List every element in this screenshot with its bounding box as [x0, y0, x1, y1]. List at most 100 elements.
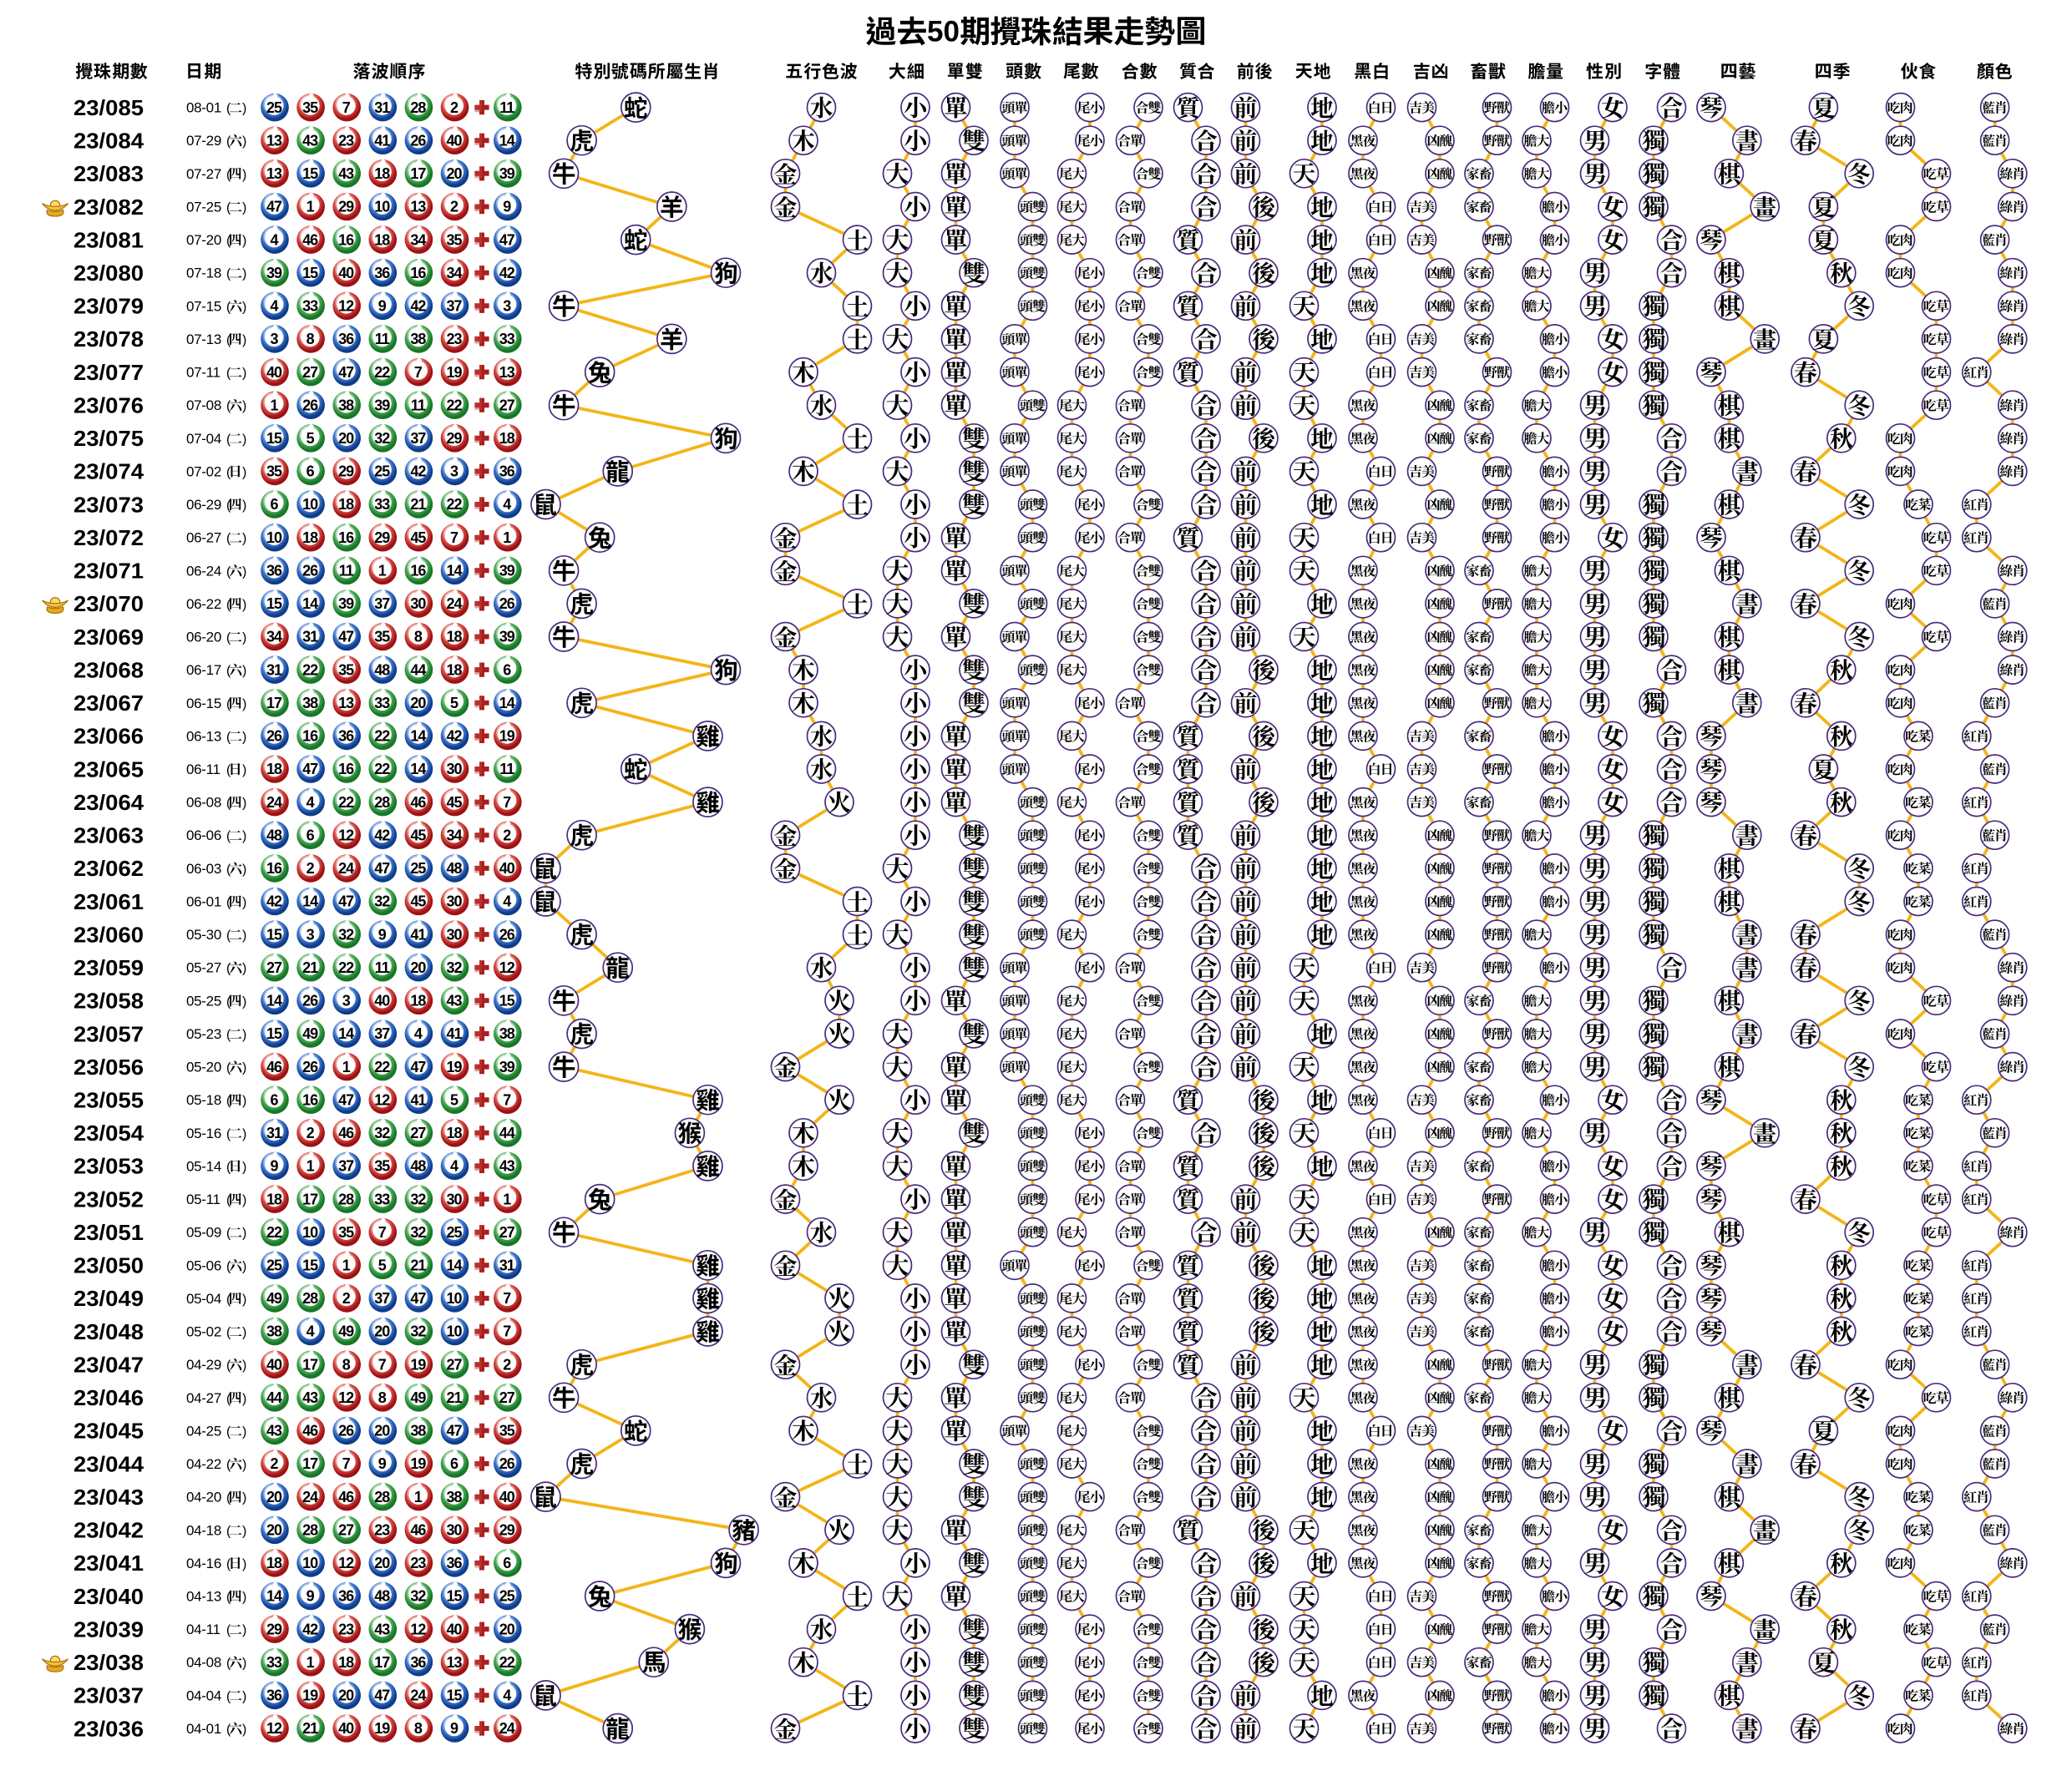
svg-text:39: 39	[266, 265, 282, 281]
svg-text:34: 34	[446, 827, 462, 843]
svg-text:): )	[242, 664, 246, 678]
svg-text:23/037: 23/037	[73, 1683, 144, 1708]
svg-text:6: 6	[270, 1091, 278, 1108]
svg-text:7: 7	[378, 1224, 387, 1241]
svg-text:23/062: 23/062	[73, 856, 144, 881]
svg-text:36: 36	[266, 563, 282, 579]
svg-text:16: 16	[338, 231, 354, 248]
svg-text:31: 31	[302, 629, 318, 645]
svg-text:23/053: 23/053	[73, 1154, 144, 1179]
svg-text:04-08: 04-08	[186, 1655, 221, 1671]
svg-text:06-08: 06-08	[186, 795, 221, 811]
svg-text:24: 24	[410, 1687, 426, 1704]
svg-text:30: 30	[446, 1191, 462, 1207]
svg-text:18: 18	[374, 231, 390, 248]
svg-text:12: 12	[266, 1720, 282, 1737]
svg-text:2: 2	[342, 1290, 351, 1307]
svg-text:7: 7	[342, 99, 351, 116]
svg-text:(: (	[226, 631, 231, 645]
svg-text:23/043: 23/043	[73, 1485, 144, 1510]
svg-text:28: 28	[374, 794, 390, 811]
svg-text:38: 38	[410, 1423, 426, 1440]
svg-text:4: 4	[270, 298, 278, 315]
svg-text:27: 27	[446, 1356, 462, 1373]
svg-text:14: 14	[499, 695, 515, 711]
svg-text:4: 4	[414, 1025, 423, 1042]
svg-text:9: 9	[378, 1455, 387, 1472]
svg-text:1: 1	[306, 199, 315, 215]
svg-text:42: 42	[499, 265, 515, 281]
svg-text:11: 11	[375, 959, 390, 976]
svg-text:36: 36	[374, 265, 390, 281]
svg-text:2: 2	[503, 1356, 511, 1373]
svg-text:): )	[242, 367, 246, 381]
svg-text:28: 28	[374, 1489, 390, 1505]
svg-text:23/065: 23/065	[73, 756, 144, 782]
svg-text:(: (	[226, 465, 231, 479]
svg-text:): )	[242, 433, 246, 447]
svg-text:26: 26	[302, 563, 318, 579]
svg-text:44: 44	[266, 1389, 282, 1406]
svg-text:): )	[242, 1392, 246, 1406]
svg-text:4: 4	[503, 496, 511, 513]
svg-text:31: 31	[266, 1125, 282, 1141]
svg-text:): )	[242, 1227, 246, 1241]
svg-text:40: 40	[266, 364, 282, 381]
svg-text:32: 32	[374, 1125, 390, 1141]
svg-text:18: 18	[266, 761, 282, 777]
svg-text:25: 25	[374, 463, 390, 480]
svg-text:23/046: 23/046	[73, 1385, 144, 1410]
svg-text:25: 25	[410, 860, 426, 877]
svg-text:47: 47	[338, 364, 354, 381]
svg-text:(: (	[226, 1359, 231, 1373]
svg-text:23/040: 23/040	[73, 1584, 144, 1609]
svg-text:12: 12	[338, 1555, 354, 1571]
svg-text:19: 19	[446, 1059, 462, 1075]
svg-text:): )	[242, 994, 246, 1009]
svg-text:37: 37	[374, 595, 390, 612]
svg-text:23/085: 23/085	[73, 95, 144, 120]
svg-text:31: 31	[499, 1257, 515, 1274]
svg-text:49: 49	[338, 1323, 354, 1340]
svg-text:): )	[242, 1623, 246, 1637]
svg-text:): )	[242, 1094, 246, 1108]
svg-text:(: (	[226, 1193, 231, 1207]
svg-text:46: 46	[410, 794, 426, 811]
svg-text:(: (	[226, 1524, 231, 1538]
svg-text:10: 10	[374, 199, 390, 215]
svg-text:18: 18	[266, 1555, 282, 1571]
svg-text:19: 19	[410, 1356, 426, 1373]
svg-text:): )	[242, 465, 246, 479]
svg-text:2: 2	[306, 1125, 315, 1141]
svg-text:10: 10	[302, 1555, 318, 1571]
svg-text:23/084: 23/084	[73, 129, 144, 154]
svg-text:(: (	[226, 134, 231, 149]
svg-text:39: 39	[374, 397, 390, 413]
svg-text:36: 36	[338, 1588, 354, 1605]
svg-text:22: 22	[446, 496, 462, 513]
svg-text:23/083: 23/083	[73, 161, 144, 186]
svg-text:32: 32	[410, 1191, 426, 1207]
svg-text:39: 39	[499, 1059, 515, 1075]
svg-text:38: 38	[499, 1025, 515, 1042]
svg-text:29: 29	[338, 463, 354, 480]
svg-text:7: 7	[450, 529, 458, 546]
svg-text:18: 18	[499, 430, 515, 447]
svg-text:41: 41	[410, 926, 426, 943]
svg-text:15: 15	[266, 926, 282, 943]
svg-text:1: 1	[306, 1158, 315, 1175]
svg-text:07-29: 07-29	[186, 133, 221, 149]
svg-text:20: 20	[338, 1687, 354, 1704]
svg-text:23/056: 23/056	[73, 1055, 144, 1080]
svg-text:26: 26	[410, 132, 426, 149]
svg-text:): )	[242, 797, 246, 811]
svg-text:36: 36	[338, 331, 354, 347]
svg-text:1: 1	[270, 397, 278, 413]
svg-text:39: 39	[499, 629, 515, 645]
svg-text:18: 18	[446, 629, 462, 645]
svg-text:08-01: 08-01	[186, 100, 221, 116]
svg-text:06-13: 06-13	[186, 728, 221, 744]
svg-text:22: 22	[499, 1654, 515, 1671]
svg-text:): )	[242, 1193, 246, 1207]
svg-text:23/052: 23/052	[73, 1187, 144, 1212]
